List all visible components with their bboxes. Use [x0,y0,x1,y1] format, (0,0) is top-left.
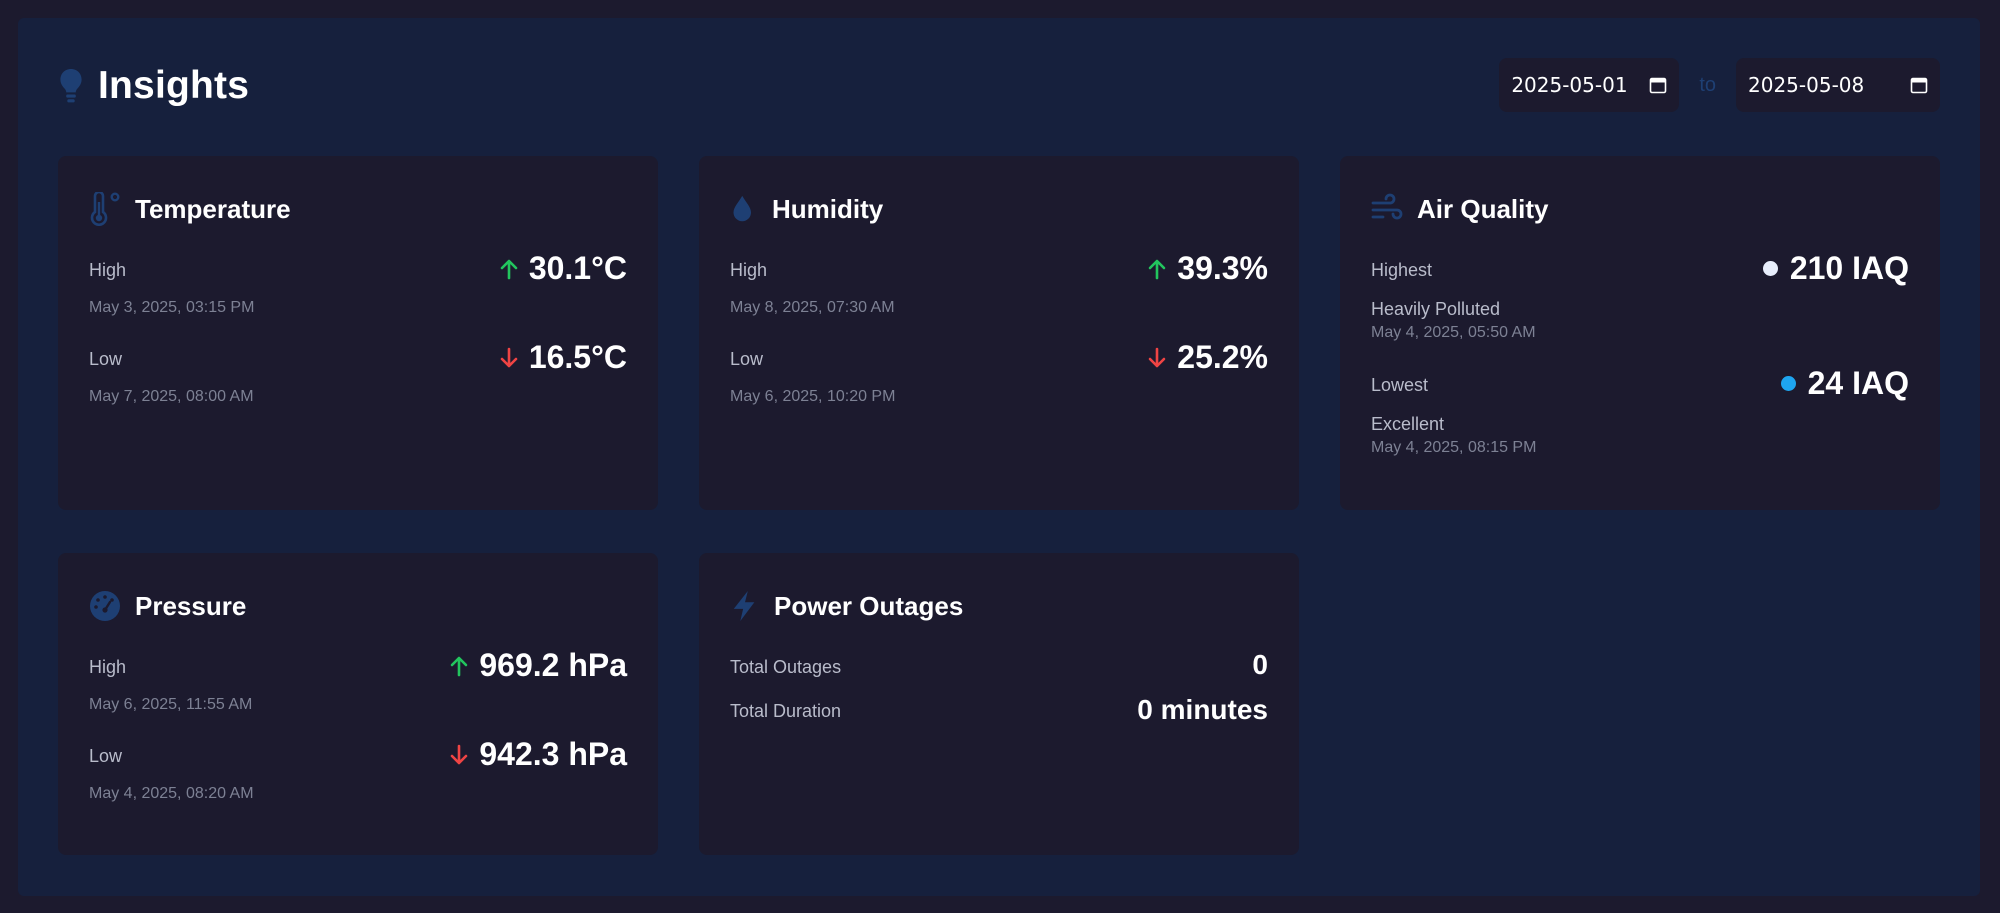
arrow-down-icon [1148,347,1166,367]
arrow-down-icon [451,744,468,764]
air-quality-card-header: Air Quality [1371,192,1548,226]
humidity-high-value-wrap: 39.3% [1147,250,1268,287]
temperature-high-value: 30.1°C [528,250,627,286]
arrow-up-icon [451,656,468,676]
to-label: to [1699,73,1716,96]
total-outages-value: 0 [1252,649,1268,680]
humidity-low-date: May 6, 2025, 10:20 PM [730,388,896,405]
thermometer-icon [90,192,120,226]
air-quality-low-value-wrap: 24 IAQ [1780,365,1909,402]
power-outages-card-header: Power Outages [730,589,963,623]
power-outages-card: Power Outages Total Outages 0 Total Dura… [699,553,1299,855]
humidity-card-header: Humidity [730,192,883,226]
status-dot-high [1762,261,1778,276]
temperature-low-value-wrap: 16.5°C [499,339,627,376]
air-quality-low-label: Lowest [1371,375,1429,395]
droplet-icon [733,195,751,222]
arrow-up-icon [500,259,518,279]
humidity-high-label: High [730,260,768,280]
temperature-low-label: Low [89,349,123,369]
pressure-card: Pressure High 969.2 hPa May 6, 2025, 11:… [58,553,658,855]
humidity-high-value: 39.3% [1177,250,1268,286]
title-wrap: Insights [58,64,249,108]
air-quality-high-value-wrap: 210 IAQ [1762,250,1909,287]
temperature-low-date: May 7, 2025, 08:00 AM [89,388,254,405]
temperature-low-value: 16.5°C [528,339,627,375]
air-quality-high-value: 210 IAQ [1789,250,1909,286]
pressure-low-value-wrap: 942.3 hPa [449,736,627,773]
wind-icon [1371,193,1403,220]
air-quality-title: Air Quality [1417,193,1549,224]
calendar-icon[interactable] [1649,76,1667,94]
pressure-high-value: 969.2 hPa [479,647,627,683]
humidity-low-value: 25.2% [1177,339,1268,375]
pressure-high-date: May 6, 2025, 11:55 AM [89,696,253,713]
air-quality-low-value: 24 IAQ [1807,365,1909,401]
temperature-high-value-wrap: 30.1°C [499,250,627,287]
pressure-card-header: Pressure [89,589,246,623]
temperature-card-header: Temperature [89,192,291,226]
humidity-title: Humidity [772,193,884,224]
end-date-value: 2025-05-08 [1748,73,1865,97]
calendar-icon[interactable] [1910,76,1928,94]
humidity-low-label: Low [730,349,764,369]
total-outages-label: Total Outages [730,657,842,677]
temperature-title: Temperature [135,193,291,224]
temperature-card: Temperature High 30.1°C May 3, 2025, 03:… [58,156,658,510]
total-duration-label: Total Duration [730,701,842,721]
pressure-high-value-wrap: 969.2 hPa [449,647,627,684]
page-title: Insights [98,64,250,107]
bolt-icon [733,591,755,621]
status-dot-low [1780,376,1796,391]
total-duration-value: 0 minutes [1137,694,1268,725]
pressure-low-value: 942.3 hPa [479,736,627,772]
arrow-up-icon [1148,259,1166,279]
start-date-input[interactable]: 2025-05-01 [1499,58,1680,112]
lightbulb-icon [60,69,82,103]
air-quality-low-status: Excellent [1371,414,1445,434]
start-date-value: 2025-05-01 [1511,73,1628,97]
air-quality-high-label: Highest [1371,260,1433,280]
pressure-high-label: High [89,657,127,677]
humidity-card: Humidity High 39.3% May 8, 2025, 07:30 A… [699,156,1299,510]
temperature-high-date: May 3, 2025, 03:15 PM [89,299,255,316]
date-range: 2025-05-01 to 2025-05-08 [1499,58,1940,112]
temperature-high-label: High [89,260,127,280]
air-quality-high-status: Heavily Polluted [1371,299,1501,319]
header: Insights 2025-05-01 to 2025-05-08 [58,58,1940,118]
power-outages-title: Power Outages [774,590,964,621]
pressure-low-label: Low [89,746,123,766]
end-date-input[interactable]: 2025-05-08 [1736,58,1940,112]
gauge-icon [90,591,120,621]
humidity-low-value-wrap: 25.2% [1147,339,1268,376]
arrow-down-icon [500,347,518,367]
air-quality-card: Air Quality Highest 210 IAQ Heavily Poll… [1340,156,1940,510]
air-quality-high-date: May 4, 2025, 05:50 AM [1371,324,1536,341]
air-quality-low-date: May 4, 2025, 08:15 PM [1371,439,1537,456]
pressure-title: Pressure [135,590,247,621]
humidity-high-date: May 8, 2025, 07:30 AM [730,299,895,316]
pressure-low-date: May 4, 2025, 08:20 AM [89,785,254,802]
